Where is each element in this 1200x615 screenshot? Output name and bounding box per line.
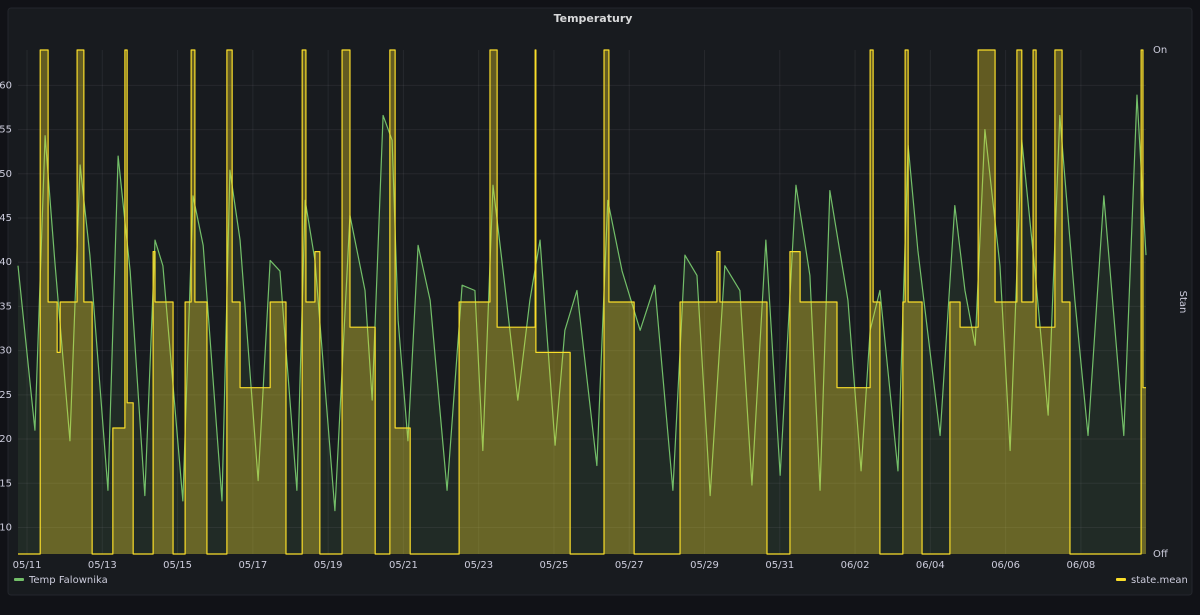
y-tick-label: 25: [0, 390, 12, 401]
line: [18, 49, 1146, 555]
x-tick-label: 06/06: [991, 560, 1020, 571]
area: [18, 95, 1146, 555]
x-tick-label: 05/29: [690, 560, 719, 571]
line: [17, 94, 1147, 512]
x-tick-label: 05/15: [163, 560, 192, 571]
y-tick-label: 35: [0, 301, 12, 312]
y-tick-label: 55: [0, 125, 12, 136]
legend-label: state.mean: [1131, 575, 1188, 586]
area: [18, 50, 1146, 554]
x-tick-label: 05/17: [238, 560, 267, 571]
x-tick-label: 05/19: [314, 560, 343, 571]
x-tick-label: 05/25: [540, 560, 569, 571]
x-tick-label: 05/31: [765, 560, 794, 571]
x-tick-label: 06/04: [916, 560, 945, 571]
legend-swatch: [14, 578, 24, 581]
x-tick-label: 05/13: [88, 560, 117, 571]
x-tick-label: 06/02: [841, 560, 870, 571]
chart-title: Temperatury: [554, 12, 633, 25]
y2-tick-label: On: [1153, 45, 1167, 56]
x-tick-label: 05/11: [13, 560, 42, 571]
y-tick-label: 50: [0, 169, 12, 180]
x-tick-label: 06/08: [1066, 560, 1095, 571]
x-tick-label: 05/27: [615, 560, 644, 571]
legend-label: Temp Falownika: [28, 575, 108, 586]
y2-tick-label: Off: [1153, 549, 1169, 560]
y-tick-label: 45: [0, 213, 12, 224]
y-tick-label: 60: [0, 80, 12, 91]
legend-swatch: [1116, 578, 1126, 581]
y-tick-label: 30: [0, 346, 12, 357]
y-tick-label: 10: [0, 522, 12, 533]
y2-axis-label: Stan: [1177, 291, 1188, 314]
x-tick-label: 05/23: [464, 560, 493, 571]
y-tick-label: 15: [0, 478, 12, 489]
y-tick-label: 20: [0, 434, 12, 445]
x-tick-label: 05/21: [389, 560, 418, 571]
y-tick-label: 40: [0, 257, 12, 268]
